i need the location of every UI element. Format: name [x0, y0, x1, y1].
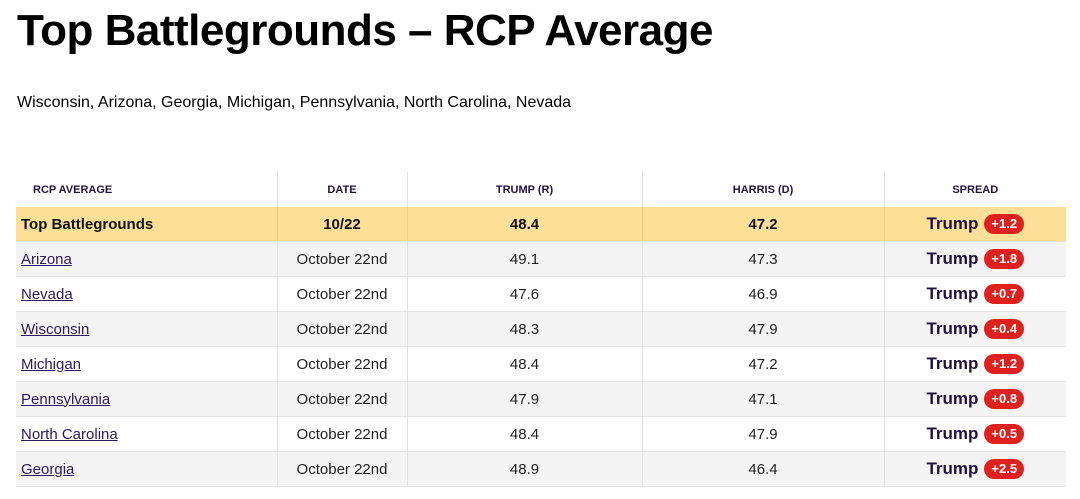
- row-spread: Trump +1.2: [883, 346, 1066, 382]
- table-row: Michigan October 22nd 48.4 47.2 Trump +1…: [16, 346, 1066, 382]
- row-trump: 48.4: [406, 346, 642, 382]
- state-link-north-carolina[interactable]: North Carolina: [21, 425, 118, 443]
- page-title: Top Battlegrounds – RCP Average: [17, 6, 713, 55]
- row-trump: 48.9: [406, 451, 642, 487]
- state-link-pennsylvania[interactable]: Pennsylvania: [21, 390, 111, 408]
- spread-badge: +0.8: [984, 389, 1025, 409]
- spread-leader: Trump: [926, 424, 979, 443]
- row-date: October 22nd: [276, 451, 407, 487]
- row-harris: 47.9: [641, 311, 884, 347]
- row-spread: Trump +2.5: [883, 451, 1066, 487]
- column-header-rcp-average: RCP AVERAGE: [33, 183, 113, 196]
- spread-badge: +1.2: [984, 354, 1025, 374]
- spread-leader: Trump: [926, 319, 979, 338]
- state-link-wisconsin[interactable]: Wisconsin: [21, 320, 90, 338]
- spread-leader: Trump: [926, 249, 979, 268]
- row-trump: 49.1: [406, 241, 642, 277]
- column-header-trump: TRUMP (R): [406, 172, 642, 207]
- column-header-spread: SPREAD: [883, 172, 1066, 207]
- row-date: October 22nd: [276, 276, 407, 312]
- spread-badge: +0.7: [984, 284, 1025, 304]
- row-trump: 48.4: [406, 416, 642, 452]
- row-date: October 22nd: [276, 241, 407, 277]
- row-spread: Trump +0.7: [883, 276, 1066, 312]
- row-harris: 47.9: [641, 416, 884, 452]
- spread-badge: +0.5: [984, 424, 1025, 444]
- summary-name: Top Battlegrounds: [16, 207, 277, 242]
- row-harris: 47.2: [641, 346, 884, 382]
- state-link-georgia[interactable]: Georgia: [21, 460, 75, 478]
- spread-badge: +1.2: [984, 214, 1025, 234]
- table-row: Georgia October 22nd 48.9 46.4 Trump +2.…: [16, 451, 1066, 487]
- row-spread: Trump +1.8: [883, 241, 1066, 277]
- row-date: October 22nd: [276, 311, 407, 347]
- state-link-michigan[interactable]: Michigan: [21, 355, 82, 373]
- row-harris: 47.1: [641, 381, 884, 417]
- row-harris: 46.9: [641, 276, 884, 312]
- page-subtitle: Wisconsin, Arizona, Georgia, Michigan, P…: [17, 94, 572, 111]
- table-row: Nevada October 22nd 47.6 46.9 Trump +0.7: [16, 276, 1066, 312]
- row-date: October 22nd: [276, 416, 407, 452]
- spread-leader: Trump: [926, 284, 979, 303]
- spread-leader: Trump: [926, 459, 979, 478]
- spread-leader: Trump: [926, 214, 979, 233]
- spread-badge: +2.5: [984, 459, 1025, 479]
- summary-date: 10/22: [276, 207, 407, 242]
- spread-badge: +1.8: [984, 249, 1025, 269]
- summary-trump: 48.4: [406, 207, 642, 242]
- summary-harris: 47.2: [641, 207, 884, 242]
- row-trump: 47.9: [406, 381, 642, 417]
- spread-leader: Trump: [926, 354, 979, 373]
- state-link-arizona[interactable]: Arizona: [21, 250, 72, 268]
- table-row: North Carolina October 22nd 48.4 47.9 Tr…: [16, 416, 1066, 452]
- row-trump: 48.3: [406, 311, 642, 347]
- row-spread: Trump +0.5: [883, 416, 1066, 452]
- table-row: Arizona October 22nd 49.1 47.3 Trump +1.…: [16, 241, 1066, 277]
- row-trump: 47.6: [406, 276, 642, 312]
- spread-badge: +0.4: [984, 319, 1025, 339]
- row-spread: Trump +0.8: [883, 381, 1066, 417]
- summary-row: Top Battlegrounds 10/22 48.4 47.2 Trump …: [16, 207, 1066, 242]
- summary-spread: Trump +1.2: [883, 207, 1066, 242]
- table-header-row: RCP AVERAGE DATE TRUMP (R) HARRIS (D) SP…: [16, 172, 1066, 207]
- column-header-harris: HARRIS (D): [641, 172, 884, 207]
- row-date: October 22nd: [276, 346, 407, 382]
- rcp-average-table: RCP AVERAGE DATE TRUMP (R) HARRIS (D) SP…: [16, 172, 1066, 487]
- column-header-date: DATE: [276, 172, 407, 207]
- table-row: Pennsylvania October 22nd 47.9 47.1 Trum…: [16, 381, 1066, 417]
- state-link-nevada[interactable]: Nevada: [21, 285, 73, 303]
- row-harris: 47.3: [641, 241, 884, 277]
- row-date: October 22nd: [276, 381, 407, 417]
- row-spread: Trump +0.4: [883, 311, 1066, 347]
- spread-leader: Trump: [926, 389, 979, 408]
- table-row: Wisconsin October 22nd 48.3 47.9 Trump +…: [16, 311, 1066, 347]
- row-harris: 46.4: [641, 451, 884, 487]
